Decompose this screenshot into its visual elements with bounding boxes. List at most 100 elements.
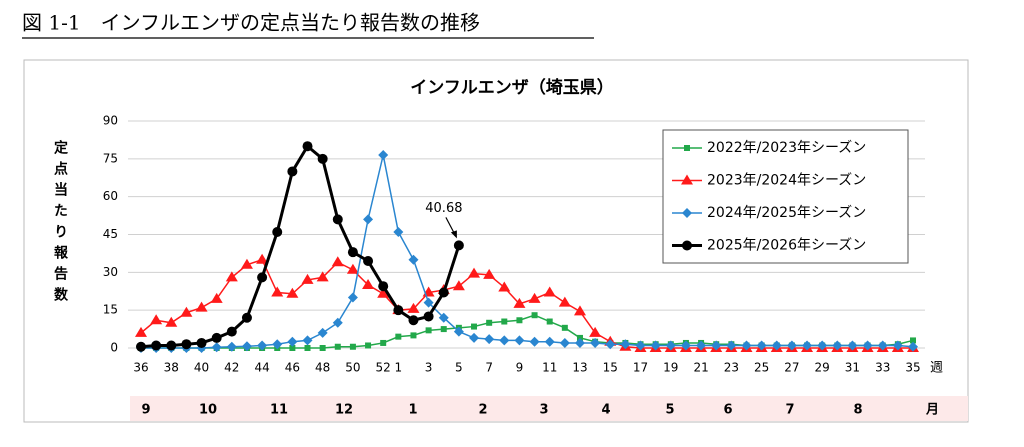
y-tick-label: 75 [103, 151, 118, 165]
y-tick-label: 15 [103, 303, 118, 317]
marker [514, 335, 525, 346]
marker [425, 327, 432, 334]
marker [665, 340, 676, 351]
marker [226, 326, 237, 337]
month-label: 4 [601, 403, 610, 418]
marker [528, 292, 541, 303]
marker [605, 339, 616, 350]
marker [590, 337, 601, 348]
x-tick-label: 1 [395, 361, 403, 375]
marker [332, 214, 343, 225]
marker [347, 292, 358, 303]
marker [301, 273, 314, 284]
marker [165, 316, 178, 327]
legend-label: 2024年/2025年シーズン [707, 205, 866, 221]
marker [136, 341, 146, 352]
marker [561, 324, 568, 331]
marker [210, 292, 223, 303]
marker [438, 287, 449, 298]
marker [469, 332, 480, 343]
marker [680, 340, 691, 351]
marker [453, 240, 464, 251]
page-heading: 図 1-1 インフルエンザの定点当たり報告数の推移 [22, 11, 480, 35]
x-tick-label: 17 [633, 361, 648, 375]
marker [817, 340, 828, 351]
marker [393, 226, 404, 237]
x-tick-label: 44 [254, 361, 269, 375]
marker [271, 286, 284, 297]
marker [346, 263, 359, 274]
x-tick-label: 25 [754, 361, 769, 375]
month-label: 12 [335, 403, 353, 418]
marker [862, 340, 873, 351]
month-label: 6 [723, 403, 732, 418]
marker [180, 306, 193, 317]
marker [847, 340, 858, 351]
x-tick-label: 7 [485, 361, 493, 375]
marker [682, 208, 692, 218]
month-unit: 月 [925, 403, 939, 418]
marker [395, 333, 402, 340]
marker [558, 296, 571, 307]
legend-box [662, 129, 909, 264]
marker [546, 318, 553, 325]
marker [304, 345, 311, 351]
marker [286, 287, 299, 298]
marker [241, 341, 252, 352]
marker [682, 240, 692, 251]
x-tick-label: 31 [845, 361, 860, 375]
marker [681, 174, 693, 185]
marker [135, 326, 147, 337]
x-tick-label: 3 [425, 361, 433, 375]
marker [635, 340, 646, 351]
marker [257, 340, 268, 351]
marker [756, 340, 767, 351]
marker [589, 326, 602, 337]
marker [150, 314, 163, 325]
marker [211, 332, 222, 343]
x-tick-label: 46 [285, 361, 300, 375]
month-label: 5 [665, 403, 674, 418]
legend-label: 2022年/2023年シーズン [707, 140, 866, 156]
marker [483, 268, 496, 279]
x-tick-label: 11 [542, 361, 557, 375]
series-line [140, 258, 913, 349]
marker [377, 287, 390, 298]
x-tick-label: 42 [224, 361, 239, 375]
marker [802, 340, 813, 351]
x-tick-label: 29 [815, 361, 830, 375]
y-tick-label: 60 [103, 189, 118, 203]
marker [501, 318, 508, 325]
marker [195, 301, 208, 312]
marker [513, 297, 526, 308]
x-tick-label: 36 [133, 361, 148, 375]
marker [378, 150, 389, 161]
marker [365, 342, 372, 349]
month-label: 9 [141, 403, 150, 418]
marker [393, 305, 404, 316]
marker [910, 337, 916, 344]
marker [726, 340, 737, 351]
marker [334, 343, 341, 350]
x-tick-label: 52 [376, 361, 391, 375]
marker [287, 336, 298, 347]
month-label: 1 [408, 403, 417, 418]
marker [317, 327, 328, 338]
marker [438, 312, 449, 323]
marker [468, 267, 481, 278]
month-label: 2 [478, 403, 487, 418]
marker [892, 340, 903, 351]
marker [363, 255, 374, 266]
marker [317, 153, 328, 164]
marker [289, 345, 296, 351]
marker [332, 317, 343, 328]
marker [287, 166, 298, 177]
x-unit: 週 [930, 361, 943, 376]
marker [380, 339, 387, 346]
marker [226, 341, 237, 352]
marker [877, 340, 888, 351]
marker [196, 337, 207, 348]
marker [349, 343, 356, 350]
marker [225, 271, 238, 282]
